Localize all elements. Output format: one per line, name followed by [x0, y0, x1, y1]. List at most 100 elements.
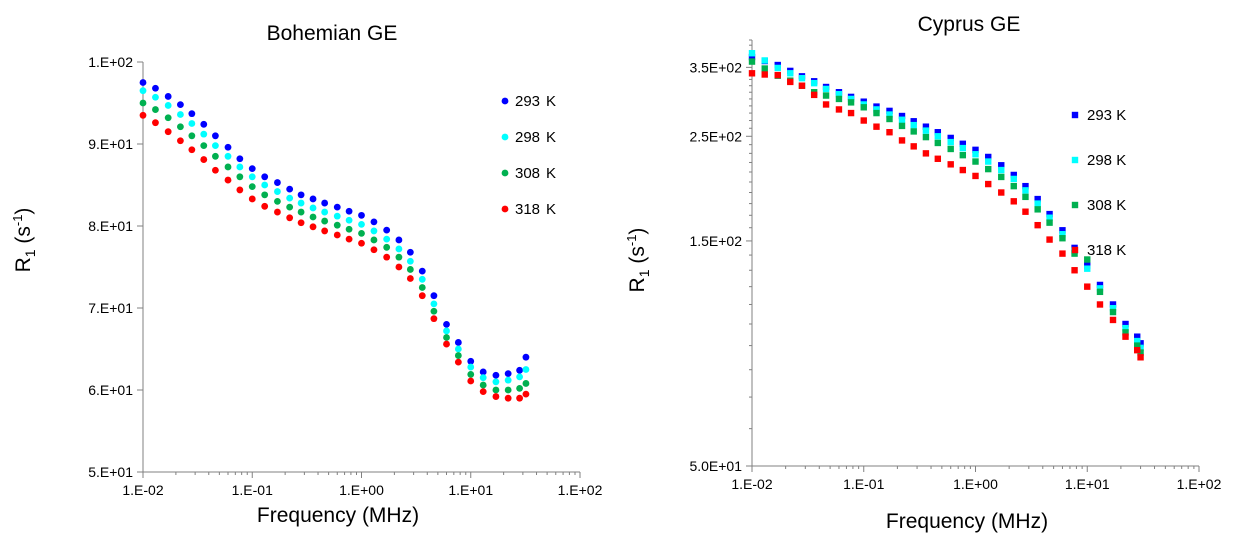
data-point	[309, 213, 317, 221]
legend-label: 318 K	[1087, 242, 1126, 259]
data-point	[1134, 342, 1141, 349]
x-tick-label: 1.E+02	[1177, 476, 1222, 492]
data-point	[152, 93, 159, 101]
legend-label: 318	[515, 201, 540, 218]
data-point	[504, 370, 512, 377]
data-point	[985, 158, 992, 165]
data-point	[297, 191, 305, 199]
data-point	[898, 116, 906, 123]
data-point	[139, 87, 147, 95]
legend-marker	[501, 169, 509, 177]
data-point	[164, 93, 172, 100]
data-point	[430, 300, 438, 308]
data-point	[934, 155, 942, 162]
data-point	[248, 173, 256, 181]
data-point	[1059, 231, 1066, 238]
data-point	[822, 92, 830, 99]
y-tick-label: 8.E+01	[88, 218, 133, 234]
data-point	[406, 248, 414, 256]
data-point	[1134, 337, 1141, 345]
data-point	[358, 211, 365, 219]
data-point	[274, 198, 281, 205]
data-point	[286, 203, 294, 211]
data-point	[1096, 285, 1104, 292]
data-point	[810, 91, 818, 99]
data-point	[761, 71, 768, 78]
legend-unit: K	[546, 165, 556, 182]
data-point	[358, 239, 365, 247]
data-point	[152, 84, 159, 92]
data-point	[248, 183, 256, 191]
data-point	[345, 225, 353, 233]
x-tick-label: 1.E-02	[122, 482, 163, 498]
data-point	[947, 161, 954, 168]
data-point	[886, 115, 893, 123]
data-point	[212, 132, 219, 140]
data-point	[333, 203, 341, 211]
data-point	[345, 216, 353, 224]
y-tick-label: 5.E+01	[88, 464, 133, 480]
data-point	[1034, 221, 1041, 229]
data-point	[1010, 175, 1017, 183]
data-point	[947, 134, 954, 142]
data-point	[395, 253, 403, 261]
data-point	[998, 166, 1005, 174]
data-point	[370, 246, 378, 254]
data-point	[177, 123, 184, 131]
data-point	[479, 374, 487, 382]
data-point	[492, 378, 500, 386]
series-298	[139, 87, 530, 386]
x-tick-label: 1.E-02	[731, 476, 772, 492]
data-point	[236, 155, 244, 163]
data-point	[1122, 324, 1129, 332]
legend-unit: K	[546, 201, 556, 218]
legend-marker	[1071, 201, 1079, 209]
data-point	[761, 57, 768, 64]
data-point	[910, 118, 917, 125]
data-point	[810, 79, 818, 87]
data-point	[1122, 329, 1129, 336]
data-point	[748, 58, 756, 65]
data-point	[847, 95, 855, 103]
data-point	[1096, 281, 1104, 289]
data-point	[1022, 193, 1029, 201]
data-point	[972, 151, 979, 158]
data-point	[479, 388, 487, 396]
x-tick-label: 1.E-01	[232, 482, 273, 498]
data-point	[467, 363, 475, 371]
data-point	[516, 394, 524, 402]
data-point	[248, 195, 256, 203]
legend-unit: K	[546, 129, 556, 146]
data-point	[297, 208, 305, 216]
data-point	[467, 371, 475, 378]
data-point	[261, 202, 269, 210]
data-point	[835, 106, 843, 113]
data-point	[200, 142, 208, 150]
data-point	[504, 376, 512, 384]
legend-unit: K	[546, 93, 556, 110]
legend-label: 293 K	[1087, 107, 1126, 124]
y-tick-label: 1.5E+02	[689, 233, 742, 249]
data-point	[370, 236, 378, 244]
y-tick-label: 5.0E+01	[689, 458, 742, 474]
data-point	[1022, 182, 1029, 190]
series-308	[139, 99, 530, 394]
data-point	[898, 122, 906, 130]
data-point	[454, 345, 462, 353]
chart-title: Cyprus GE	[918, 13, 1021, 36]
data-point	[934, 139, 942, 147]
data-point	[188, 120, 196, 127]
data-point	[261, 173, 269, 181]
data-point	[406, 275, 414, 282]
data-point	[395, 236, 403, 244]
data-point	[321, 227, 329, 235]
data-point	[934, 129, 942, 136]
data-point	[321, 208, 329, 216]
data-point	[522, 380, 530, 387]
data-point	[443, 340, 450, 348]
data-point	[748, 70, 756, 77]
data-point	[910, 121, 917, 129]
data-point	[972, 146, 979, 154]
data-point	[504, 386, 512, 394]
data-point	[947, 145, 954, 153]
